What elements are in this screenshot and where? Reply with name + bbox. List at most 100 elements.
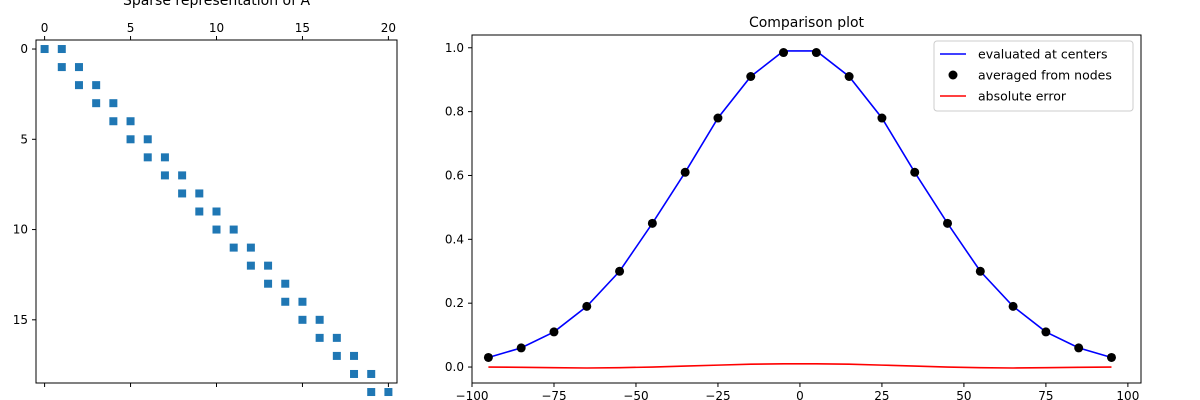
sparse-matrix-chart: Sparse representation of A 0 5 10 15 20 0 5 10 1… [13,0,398,397]
nonzero-marker [126,135,135,144]
nonzero-marker [57,63,66,72]
nonzero-marker [143,135,152,144]
averaged-from-nodes-point [910,167,920,177]
x-tick-label: 15 [295,21,310,35]
left-axes: 0 5 10 15 20 0 5 10 15 [13,21,398,387]
x-tick-label: 100 [1116,389,1139,400]
nonzero-marker [195,207,204,216]
nonzero-marker [178,171,187,180]
y-tick-label: 5 [20,132,28,146]
y-tick-label: 15 [13,313,28,327]
right-chart-title: Comparison plot [749,15,865,31]
nonzero-marker [160,153,169,162]
nonzero-marker [40,45,49,54]
nonzero-marker [92,99,101,108]
absolute-error-line [488,363,1112,369]
y-tick-label: 1.0 [445,41,464,55]
nonzero-marker [126,117,135,126]
sparse-marks [40,45,393,397]
averaged-from-nodes-point [1074,343,1084,353]
averaged-from-nodes-point [615,266,625,276]
averaged-from-nodes-point [549,327,559,337]
y-tick-label: 10 [13,223,28,237]
right-axes: −100 −75 −50 −25 0 25 50 75 100 0.0 0.2 0.4 0.6 0.8 1.… [445,34,1142,400]
averaged-from-nodes-point [844,72,854,82]
nonzero-marker [246,243,255,252]
comparison-marks [483,48,1116,369]
nonzero-marker [384,388,393,397]
left-chart-title: Sparse representation of A [123,0,311,9]
nonzero-marker [160,171,169,180]
evaluated-at-centers-line [488,50,1112,359]
y-tick-label: 0.6 [445,168,464,182]
nonzero-marker [298,297,307,306]
averaged-from-nodes-point [1041,327,1051,337]
nonzero-marker [315,333,324,342]
averaged-from-nodes-point [943,218,953,228]
nonzero-marker [332,351,341,360]
nonzero-marker [212,207,221,216]
legend: evaluated at centers averaged from nodes a… [933,40,1134,112]
legend-label: averaged from nodes [978,68,1112,83]
y-tick-label: 0.4 [445,232,464,246]
nonzero-marker [315,315,324,324]
nonzero-marker [367,388,376,397]
averaged-from-nodes-point [975,266,985,276]
nonzero-marker [281,297,290,306]
x-tick-label: 50 [956,389,971,400]
x-tick-label: 75 [1038,389,1053,400]
averaged-from-nodes-point [483,352,493,362]
nonzero-marker [332,333,341,342]
nonzero-marker [92,81,101,90]
y-tick-label: 0.2 [445,296,464,310]
nonzero-marker [178,189,187,198]
nonzero-marker [57,45,66,54]
x-tick-label: 5 [127,21,135,35]
x-tick-label: −75 [541,389,566,400]
nonzero-marker [246,261,255,270]
x-tick-label: 0 [796,389,804,400]
nonzero-marker [74,81,83,90]
nonzero-marker [264,261,273,270]
legend-box [933,40,1134,112]
x-tick-label: 20 [381,21,396,35]
nonzero-marker [281,279,290,288]
averaged-from-nodes-point [1008,301,1018,311]
nonzero-marker [350,369,359,378]
x-tick-label: −50 [623,389,648,400]
nonzero-marker [298,315,307,324]
nonzero-marker [367,369,376,378]
legend-label: absolute error [978,89,1067,104]
averaged-from-nodes-point [647,218,657,228]
nonzero-marker [109,117,118,126]
averaged-from-nodes-point [713,113,723,123]
y-tick-label: 0.0 [445,360,464,374]
averaged-from-nodes-point [779,48,789,58]
averaged-from-nodes-point [746,72,756,82]
nonzero-marker [109,99,118,108]
nonzero-marker [229,243,238,252]
nonzero-marker [229,225,238,234]
averaged-from-nodes-point [582,301,592,311]
nonzero-marker [74,63,83,72]
comparison-chart: Comparison plot −100 −75 −50 −25 0 25 50 75 100 0… [445,15,1142,400]
nonzero-marker [350,351,359,360]
x-tick-label: −100 [456,389,489,400]
x-tick-label: 10 [209,21,224,35]
averaged-from-nodes-point [1106,352,1116,362]
legend-label: evaluated at centers [978,47,1108,62]
nonzero-marker [264,279,273,288]
averaged-from-nodes-point [811,48,821,58]
legend-point-swatch [948,70,958,80]
y-tick-label: 0 [20,42,28,56]
nonzero-marker [143,153,152,162]
nonzero-marker [212,225,221,234]
x-tick-label: 25 [874,389,889,400]
nonzero-marker [195,189,204,198]
right-plot-frame [471,34,1142,384]
averaged-from-nodes-point [680,167,690,177]
y-tick-label: 0.8 [445,105,464,119]
averaged-from-nodes-point [516,343,526,353]
x-tick-label: 0 [41,21,49,35]
